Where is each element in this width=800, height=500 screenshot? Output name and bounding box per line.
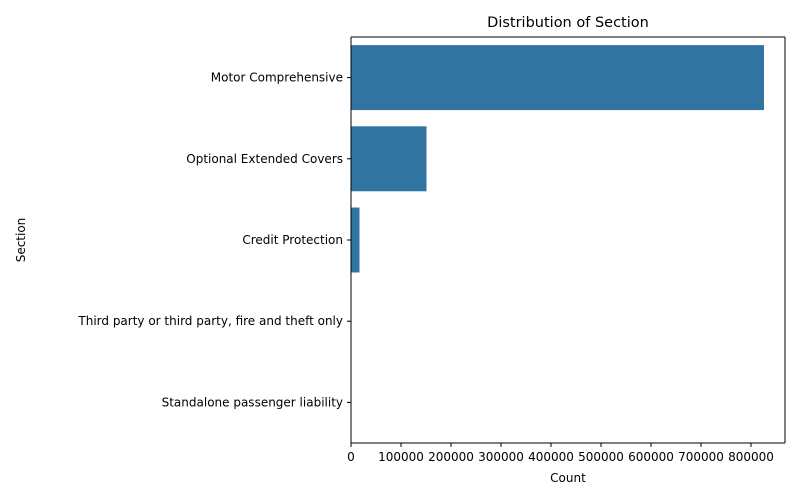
bar	[351, 207, 360, 273]
y-axis-label: Section	[14, 218, 28, 263]
chart-title: Distribution of Section	[487, 15, 649, 31]
x-tick-label: 800000	[728, 450, 774, 464]
x-tick-label: 500000	[578, 450, 624, 464]
x-tick-label: 700000	[678, 450, 724, 464]
x-tick-label: 200000	[428, 450, 474, 464]
x-tick-label: 0	[347, 450, 355, 464]
x-axis-ticks: 0 100000 200000 300000 400000 500000 600000 700…	[347, 443, 774, 464]
y-tick-label: Motor Comprehensive	[211, 71, 343, 85]
x-tick-label: 600000	[628, 450, 674, 464]
y-tick-label: Third party or third party, fire and the…	[77, 314, 343, 328]
bars	[351, 45, 764, 435]
x-tick-label: 400000	[528, 450, 574, 464]
y-tick-label: Optional Extended Covers	[186, 152, 343, 166]
x-axis-label: Count	[550, 471, 586, 485]
y-tick-label: Standalone passenger liability	[162, 395, 343, 409]
bar	[351, 126, 427, 192]
x-tick-label: 100000	[378, 450, 424, 464]
x-tick-label: 300000	[478, 450, 524, 464]
bar	[351, 45, 764, 111]
y-tick-label: Credit Protection	[242, 233, 343, 247]
y-axis-ticks: Motor Comprehensive Optional Extended Cov…	[77, 71, 351, 409]
